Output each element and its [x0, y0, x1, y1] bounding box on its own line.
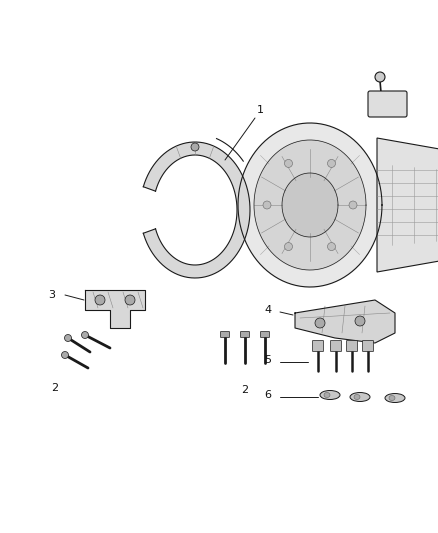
Circle shape: [328, 243, 336, 251]
Ellipse shape: [385, 393, 405, 402]
Circle shape: [349, 201, 357, 209]
Circle shape: [61, 351, 68, 359]
Polygon shape: [377, 138, 438, 272]
Circle shape: [263, 201, 271, 209]
Circle shape: [328, 159, 336, 167]
Text: 6: 6: [265, 390, 272, 400]
Ellipse shape: [350, 392, 370, 401]
Circle shape: [355, 316, 365, 326]
Text: 2: 2: [51, 383, 59, 393]
Circle shape: [95, 295, 105, 305]
Circle shape: [191, 143, 199, 151]
FancyBboxPatch shape: [363, 341, 374, 351]
Polygon shape: [85, 290, 145, 328]
Circle shape: [64, 335, 71, 342]
Polygon shape: [143, 142, 250, 278]
Circle shape: [285, 159, 293, 167]
Circle shape: [315, 318, 325, 328]
Text: 1: 1: [257, 105, 264, 115]
FancyBboxPatch shape: [220, 332, 230, 337]
FancyBboxPatch shape: [261, 332, 269, 337]
Text: 4: 4: [265, 305, 272, 315]
Text: 2: 2: [241, 385, 248, 395]
Ellipse shape: [354, 394, 360, 400]
Polygon shape: [238, 123, 382, 287]
Circle shape: [125, 295, 135, 305]
Circle shape: [81, 332, 88, 338]
Circle shape: [285, 243, 293, 251]
Polygon shape: [254, 140, 366, 270]
FancyBboxPatch shape: [368, 91, 407, 117]
Ellipse shape: [324, 392, 330, 398]
Polygon shape: [282, 173, 338, 237]
Text: 5: 5: [265, 355, 272, 365]
Ellipse shape: [320, 391, 340, 400]
Ellipse shape: [389, 395, 395, 400]
FancyBboxPatch shape: [331, 341, 342, 351]
Text: 3: 3: [49, 290, 56, 300]
FancyBboxPatch shape: [240, 332, 250, 337]
FancyBboxPatch shape: [346, 341, 357, 351]
FancyBboxPatch shape: [312, 341, 324, 351]
Polygon shape: [295, 300, 395, 343]
Circle shape: [375, 72, 385, 82]
